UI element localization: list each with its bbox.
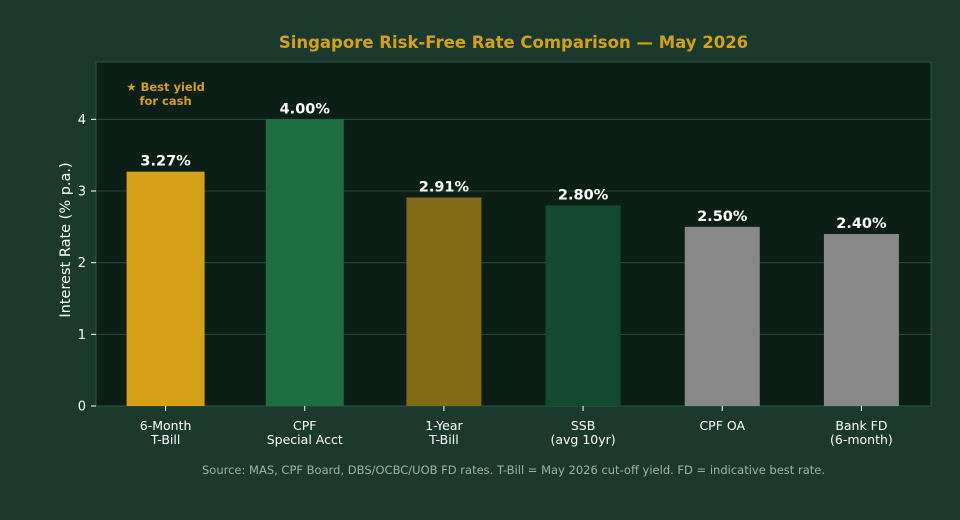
x-tick-label: 1-Year (425, 418, 463, 433)
x-tick-label: T-Bill (150, 432, 181, 447)
x-tick-label: Bank FD (835, 418, 887, 433)
y-axis-label: Interest Rate (% p.a.) (58, 162, 74, 317)
chart-title: Singapore Risk-Free Rate Comparison — Ma… (278, 33, 749, 52)
bar-value-label: 4.00% (280, 101, 331, 117)
source-note: Source: MAS, CPF Board, DBS/OCBC/UOB FD … (202, 463, 825, 477)
bar (126, 171, 205, 406)
y-tick-label: 3 (78, 185, 86, 200)
x-tick-label: T-Bill (428, 432, 459, 447)
grid-lines (96, 118, 931, 335)
bar (406, 197, 482, 406)
bar (684, 226, 760, 406)
annotation-line: for cash (139, 94, 191, 108)
x-tick-label: CPF OA (699, 418, 745, 433)
bar-value-label: 2.40% (836, 216, 887, 232)
x-tick-label: Special Acct (267, 432, 343, 447)
plot-area (95, 61, 932, 407)
y-axis-ticks: 0 1 2 3 4 (78, 113, 96, 415)
x-tick-label: (6-month) (830, 432, 893, 447)
bar-value-label: 2.80% (558, 187, 609, 203)
y-tick-label: 0 (78, 400, 86, 415)
bar-value-label: 2.91% (419, 179, 470, 195)
y-tick-label: 1 (78, 328, 86, 343)
bar-value-label: 3.27% (140, 154, 191, 170)
annotation-line: ★ Best yield (126, 80, 205, 94)
bar (265, 119, 344, 406)
x-tick-label: 6-Month (140, 418, 192, 433)
bar (545, 205, 621, 406)
x-tick-label: (avg 10yr) (550, 432, 615, 447)
y-tick-label: 2 (78, 256, 86, 271)
bars: 3.27% 4.00% 2.91% 2.80% 2.50% 2.40% (126, 101, 899, 406)
bar-value-label: 2.50% (697, 209, 748, 225)
x-tick-label: CPF (293, 418, 316, 433)
y-tick-label: 4 (78, 113, 86, 128)
x-tick-label: SSB (571, 418, 595, 433)
bar (823, 234, 899, 406)
